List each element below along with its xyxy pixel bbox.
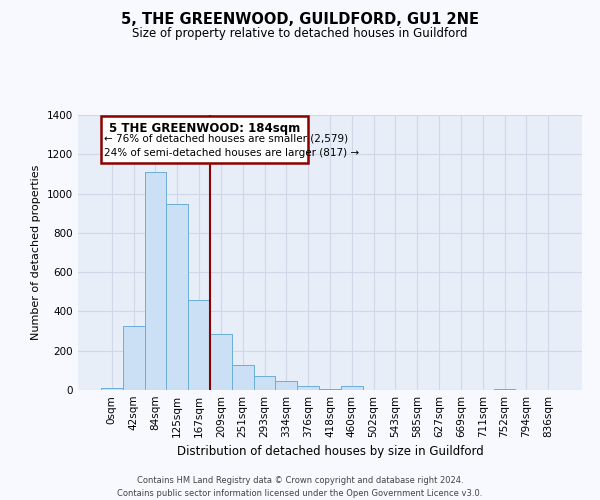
Bar bbox=[123, 326, 145, 390]
Bar bbox=[101, 116, 308, 163]
Text: Contains HM Land Registry data © Crown copyright and database right 2024.: Contains HM Land Registry data © Crown c… bbox=[137, 476, 463, 485]
Bar bbox=[494, 389, 515, 390]
Text: ← 76% of detached houses are smaller (2,579): ← 76% of detached houses are smaller (2,… bbox=[104, 134, 349, 144]
Bar bbox=[319, 389, 341, 390]
Bar bbox=[341, 386, 363, 390]
Text: 5 THE GREENWOOD: 184sqm: 5 THE GREENWOOD: 184sqm bbox=[109, 122, 300, 135]
Bar bbox=[297, 386, 319, 390]
X-axis label: Distribution of detached houses by size in Guildford: Distribution of detached houses by size … bbox=[176, 446, 484, 458]
Bar bbox=[254, 376, 275, 390]
Text: Size of property relative to detached houses in Guildford: Size of property relative to detached ho… bbox=[132, 28, 468, 40]
Text: 5, THE GREENWOOD, GUILDFORD, GU1 2NE: 5, THE GREENWOOD, GUILDFORD, GU1 2NE bbox=[121, 12, 479, 28]
Bar bbox=[101, 388, 123, 390]
Bar bbox=[166, 204, 188, 390]
Y-axis label: Number of detached properties: Number of detached properties bbox=[31, 165, 41, 340]
Bar bbox=[232, 366, 254, 390]
Text: Contains public sector information licensed under the Open Government Licence v3: Contains public sector information licen… bbox=[118, 489, 482, 498]
Bar bbox=[275, 381, 297, 390]
Bar bbox=[210, 334, 232, 390]
Bar bbox=[145, 172, 166, 390]
Bar bbox=[188, 300, 210, 390]
Text: 24% of semi-detached houses are larger (817) →: 24% of semi-detached houses are larger (… bbox=[104, 148, 359, 158]
